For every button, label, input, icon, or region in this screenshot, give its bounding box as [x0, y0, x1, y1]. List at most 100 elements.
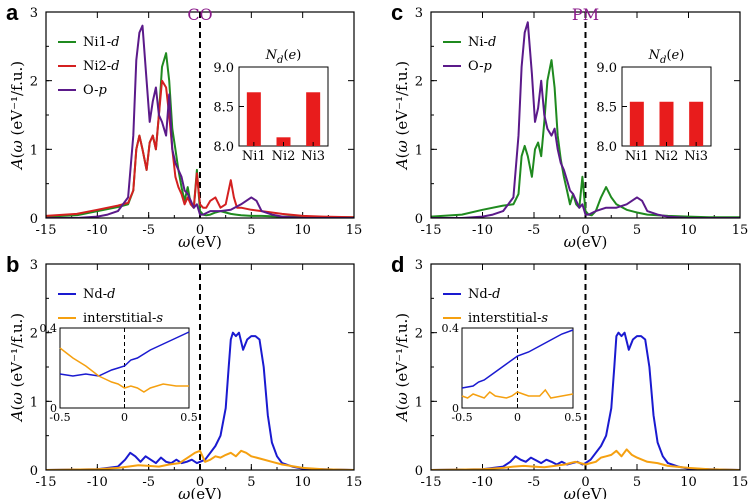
inset-category-label: Ni3 [301, 149, 325, 164]
plot-frame [430, 263, 741, 471]
y-tick-label: 2 [415, 327, 423, 342]
inset-y-tick-label: 0 [50, 402, 57, 415]
y-tick-label: 3 [415, 258, 423, 273]
legend-label-part: p [484, 59, 493, 74]
legend-label-part: O- [83, 83, 99, 98]
inset-category-label: Ni2 [272, 149, 296, 164]
x-tick-label: 10 [294, 223, 311, 238]
x-tick-label: 10 [680, 475, 697, 490]
x-tick-label: -10 [472, 223, 493, 238]
x-axis-label-part: (eV) [190, 485, 221, 499]
inset-title-part: d [277, 55, 283, 66]
inset-title-part: ) [679, 48, 684, 63]
y-tick-label: 3 [30, 258, 38, 273]
x-tick-label: -5 [528, 223, 541, 238]
x-tick-label: -15 [421, 475, 442, 490]
y-tick-label: 2 [415, 75, 423, 90]
panel-b: -15 -10 -5 0 5 10 150123Nd-dinterstitial-sbω(e… [6, 252, 362, 499]
y-tick-label: 3 [30, 6, 38, 21]
x-tick-label: -15 [36, 475, 57, 490]
legend-label: O-p [468, 59, 493, 74]
legend-label-part: Ni2- [83, 59, 111, 74]
y-axis-label-part: (eV⁻¹/f.u.) [8, 313, 26, 392]
inset-x-tick-label: 0 [514, 411, 521, 424]
legend-label-part: interstitial- [83, 311, 156, 326]
legend-label: interstitial-s [83, 311, 163, 326]
x-tick-label: -10 [472, 475, 493, 490]
x-tick-label: 0 [196, 475, 204, 490]
x-tick-label: 0 [196, 223, 204, 238]
plot-frame [45, 11, 355, 219]
legend-label-part: d [488, 35, 496, 50]
inset-category-label: Ni1 [242, 149, 266, 164]
inset-b: -0.5 0 0.500.4 [40, 322, 198, 424]
legend-label-part: d [111, 59, 119, 74]
y-axis-label-part: A [8, 410, 26, 423]
inset-a: Ni1 Ni2 Ni3 8.0 8.5 9.0 Nd(e) [213, 48, 329, 164]
series-line-o-p [431, 21, 740, 218]
x-tick-label: -10 [87, 475, 108, 490]
panel-title: PM [572, 5, 599, 24]
series-line-ni2-d [46, 79, 354, 218]
x-axis-label: ω(eV) [178, 485, 222, 499]
legend-label-part: Nd- [83, 287, 107, 302]
x-tick-label: 5 [247, 475, 255, 490]
legend-label-part: Nd- [468, 287, 492, 302]
y-axis-label-part: ω [8, 140, 26, 152]
y-axis-label-part: ω [8, 392, 26, 404]
y-axis-label-part: A [8, 158, 26, 171]
legend-label: interstitial-s [468, 311, 548, 326]
inset-category-label: Ni1 [625, 149, 649, 164]
inset-title-part: ( [666, 48, 671, 63]
plot-frame [430, 11, 741, 219]
y-tick-label: 1 [30, 395, 38, 410]
y-axis-label-part: ω [393, 140, 411, 152]
inset-series-line [59, 331, 190, 377]
legend-label-part: d [111, 35, 119, 50]
x-tick-label: -10 [87, 223, 108, 238]
panel-label: a [6, 0, 19, 25]
inset-y-tick-label: 8.0 [213, 140, 234, 155]
x-axis-label-part: ω [178, 233, 190, 251]
legend-label: Nd-d [83, 287, 115, 302]
inset-bar [689, 101, 704, 146]
x-tick-label: 5 [247, 223, 255, 238]
inset-title: Nd(e) [265, 48, 302, 66]
y-tick-label: 1 [415, 143, 423, 158]
legend-label-part: O- [468, 59, 484, 74]
y-axis-label-part: (eV⁻¹/f.u.) [393, 61, 411, 140]
y-tick-label: 0 [415, 464, 423, 479]
x-tick-label: 5 [633, 475, 641, 490]
legend-label: O-p [83, 83, 108, 98]
legend-label-part: d [107, 287, 115, 302]
x-axis-label: ω(eV) [564, 485, 608, 499]
y-tick-label: 0 [415, 212, 423, 227]
panel-label: d [391, 252, 404, 277]
y-axis-label-part: ( [8, 152, 26, 158]
panel-label: c [391, 0, 403, 25]
legend-label: Nd-d [468, 287, 500, 302]
legend-label: Ni2-d [83, 59, 120, 74]
inset-y-tick-label: 0.4 [40, 322, 58, 335]
y-axis-label-part: ( [8, 404, 26, 410]
inset-y-tick-label: 0.4 [442, 322, 460, 335]
y-axis-label-part: A [393, 410, 411, 423]
x-tick-label: -5 [528, 475, 541, 490]
series-line-o-p [46, 24, 354, 218]
y-axis-label: A(ω (eV⁻¹/f.u.) [393, 313, 411, 423]
x-tick-label: 15 [732, 475, 749, 490]
legend-label-part: s [541, 311, 548, 326]
x-axis-label-part: (eV) [190, 233, 221, 251]
y-tick-label: 2 [30, 327, 38, 342]
y-axis-label-part: (eV⁻¹/f.u.) [393, 313, 411, 392]
x-tick-label: -5 [142, 223, 155, 238]
y-tick-label: 1 [30, 143, 38, 158]
inset-title-part: ( [283, 48, 288, 63]
y-tick-label: 0 [30, 464, 38, 479]
y-axis-label: A(ω (eV⁻¹/f.u.) [393, 61, 411, 171]
y-axis-label-part: ( [393, 404, 411, 410]
inset-x-tick-label: 0.5 [564, 411, 582, 424]
inset-title-part: e [672, 48, 680, 63]
